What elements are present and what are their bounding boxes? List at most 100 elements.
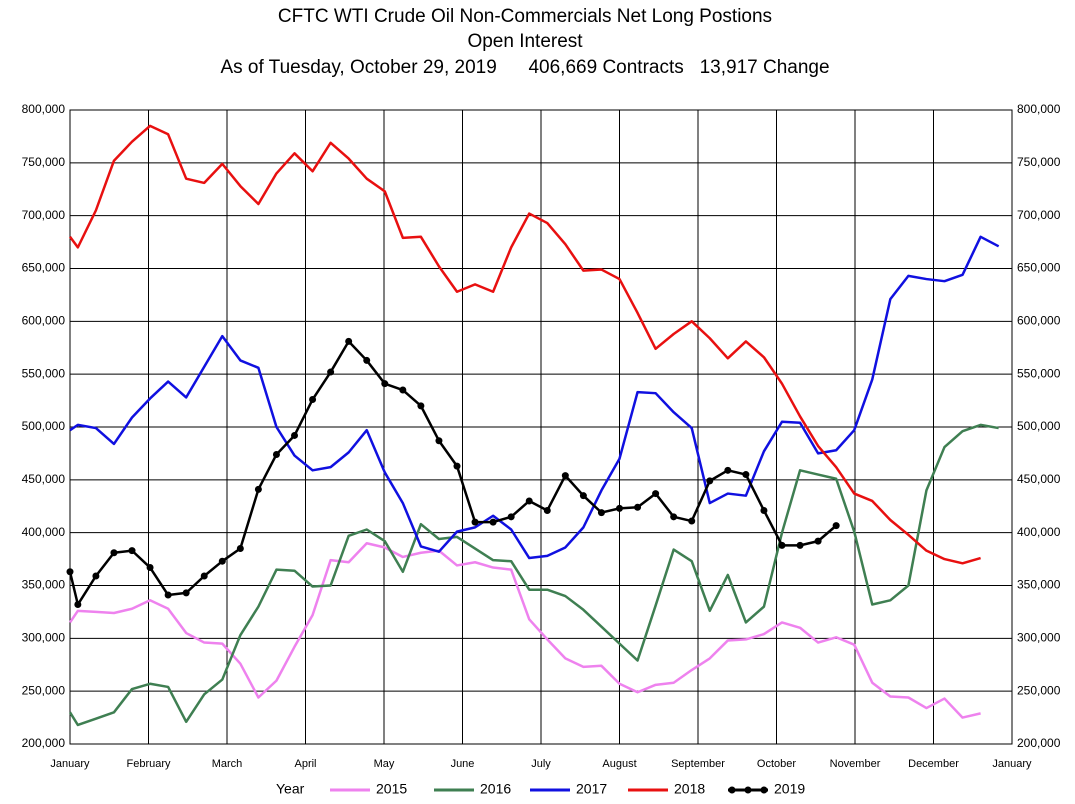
y2-tick-label: 300,000	[1017, 631, 1061, 645]
series-line	[68, 340, 837, 606]
y2-tick-label: 700,000	[1017, 208, 1061, 222]
x-tick-label: June	[451, 758, 475, 770]
data-point	[92, 572, 100, 580]
series-line	[69, 235, 1000, 560]
y2-tick-label: 250,000	[1017, 683, 1061, 697]
x-tick-label: January	[50, 758, 90, 770]
data-point	[110, 549, 118, 557]
data-point	[543, 506, 551, 514]
y2-tick-label: 200,000	[1017, 736, 1061, 750]
data-point	[236, 545, 244, 553]
x-tick-label: March	[212, 758, 243, 770]
data-point	[218, 557, 226, 565]
y-tick-label: 400,000	[22, 525, 66, 539]
data-point	[66, 568, 74, 576]
x-tick-label: December	[908, 758, 959, 770]
y2-tick-label: 600,000	[1017, 314, 1061, 328]
data-point	[435, 437, 443, 445]
data-point	[381, 380, 389, 388]
y2-tick-label: 650,000	[1017, 261, 1061, 275]
legend-label: 2019	[774, 781, 805, 797]
data-point	[814, 537, 822, 545]
annotation: As of Tuesday, October 29, 2019 406,669 …	[220, 57, 829, 78]
legend-label: 2015	[376, 781, 407, 797]
data-point	[471, 518, 479, 526]
data-point	[74, 601, 82, 609]
data-point	[417, 402, 425, 410]
data-point	[597, 509, 605, 517]
chart-subtitle: Open Interest	[467, 31, 583, 52]
data-point	[778, 541, 786, 549]
y2-tick-label: 400,000	[1017, 525, 1061, 539]
y-tick-label: 750,000	[22, 155, 66, 169]
data-point	[399, 386, 407, 394]
data-point	[688, 517, 696, 525]
y-tick-label: 800,000	[22, 102, 66, 116]
data-point	[742, 471, 750, 479]
y2-tick-label: 500,000	[1017, 419, 1061, 433]
y-tick-label: 500,000	[22, 419, 66, 433]
data-point	[128, 547, 136, 555]
legend-marker	[728, 786, 736, 794]
legend-label: 2018	[674, 781, 705, 797]
x-tick-label: August	[602, 758, 636, 770]
data-point	[309, 396, 317, 404]
y-tick-label: 650,000	[22, 261, 66, 275]
data-point	[363, 356, 371, 364]
y-tick-label: 200,000	[22, 736, 66, 750]
y2-tick-label: 450,000	[1017, 472, 1061, 486]
data-point	[254, 485, 262, 493]
x-tick-label: November	[830, 758, 881, 770]
x-tick-label: April	[294, 758, 316, 770]
data-point	[579, 492, 587, 500]
data-point	[724, 466, 732, 474]
x-tick-label: May	[374, 758, 395, 770]
y-tick-label: 300,000	[22, 631, 66, 645]
data-point	[200, 572, 208, 580]
x-tick-label: January	[992, 758, 1032, 770]
data-point	[489, 518, 497, 526]
data-point	[182, 589, 190, 597]
y2-tick-label: 800,000	[1017, 102, 1061, 116]
series-line	[68, 124, 981, 565]
legend-label: 2016	[480, 781, 511, 797]
data-point	[453, 462, 461, 470]
data-point	[345, 337, 353, 345]
legend-marker	[744, 786, 752, 794]
plot-frame	[69, 109, 1013, 745]
y-tick-label: 600,000	[22, 314, 66, 328]
x-tick-label: October	[757, 758, 796, 770]
data-point	[507, 513, 515, 521]
x-tick-label: September	[671, 758, 725, 770]
data-point	[796, 541, 804, 549]
data-point	[760, 506, 768, 514]
data-point	[634, 503, 642, 511]
data-point	[291, 431, 299, 439]
chart-title: CFTC WTI Crude Oil Non-Commercials Net L…	[278, 6, 772, 27]
data-point	[327, 368, 335, 376]
data-point	[670, 513, 678, 521]
data-point	[706, 477, 714, 485]
x-tick-label: July	[531, 758, 551, 770]
y2-tick-label: 550,000	[1017, 366, 1061, 380]
legend-marker	[760, 786, 768, 794]
y-tick-label: 350,000	[22, 578, 66, 592]
data-point	[164, 591, 172, 599]
y-tick-label: 450,000	[22, 472, 66, 486]
y-tick-label: 250,000	[22, 683, 66, 697]
series-line	[68, 541, 981, 719]
legend-title: Year	[276, 781, 305, 797]
data-point	[272, 450, 280, 458]
series-line	[68, 423, 999, 727]
x-tick-label: February	[126, 758, 171, 770]
data-point	[561, 472, 569, 480]
y-tick-label: 700,000	[22, 208, 66, 222]
data-point	[616, 504, 623, 512]
data-point	[832, 522, 840, 530]
data-point	[652, 490, 660, 498]
data-point	[146, 564, 154, 572]
y-tick-label: 550,000	[22, 366, 66, 380]
data-point	[525, 497, 533, 505]
